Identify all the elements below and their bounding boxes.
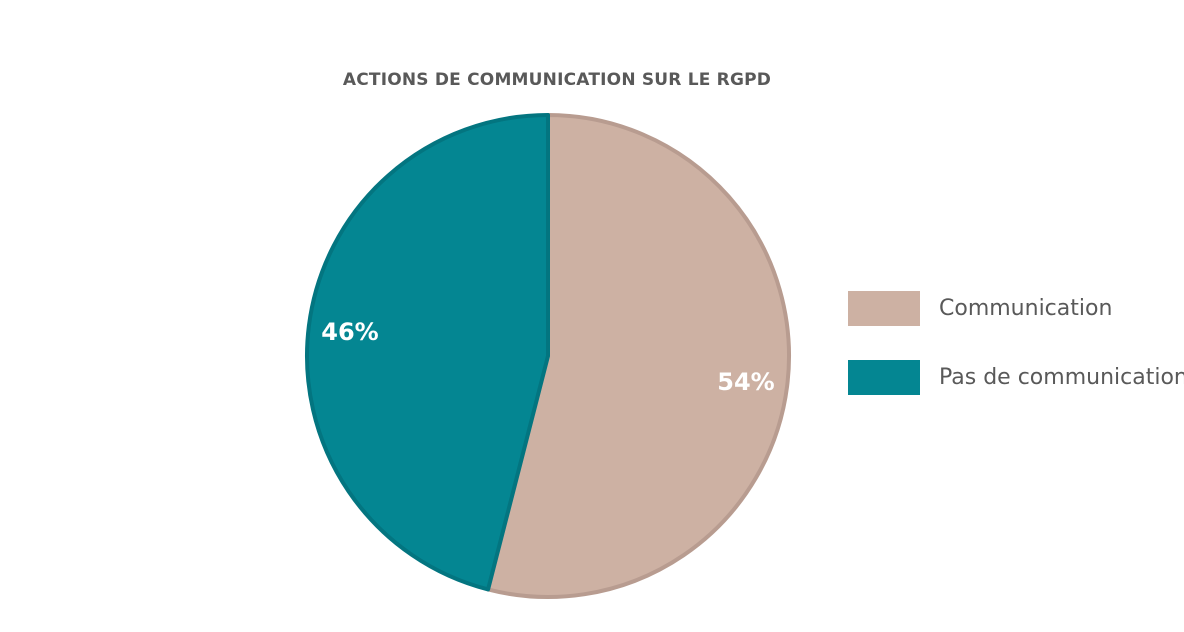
pie-slice-communication: [486, 113, 791, 599]
slice-label-pas-de-communication: 46%: [321, 318, 378, 346]
legend-swatch-pas-de-communication: [848, 359, 920, 395]
slice-label-communication: 54%: [717, 368, 774, 396]
chart-title: ACTIONS DE COMMUNICATION SUR LE RGPD: [342, 70, 772, 90]
legend: Communication Pas de communication: [848, 290, 1184, 428]
legend-item-pas-de-communication: Pas de communication: [848, 359, 1184, 395]
pie-slice-pas-de-communication: [305, 113, 550, 592]
legend-swatch-communication: [848, 290, 920, 326]
legend-label-pas-de-communication: Pas de communication: [939, 364, 1184, 390]
legend-item-communication: Communication: [848, 290, 1184, 326]
legend-label-communication: Communication: [939, 295, 1113, 321]
